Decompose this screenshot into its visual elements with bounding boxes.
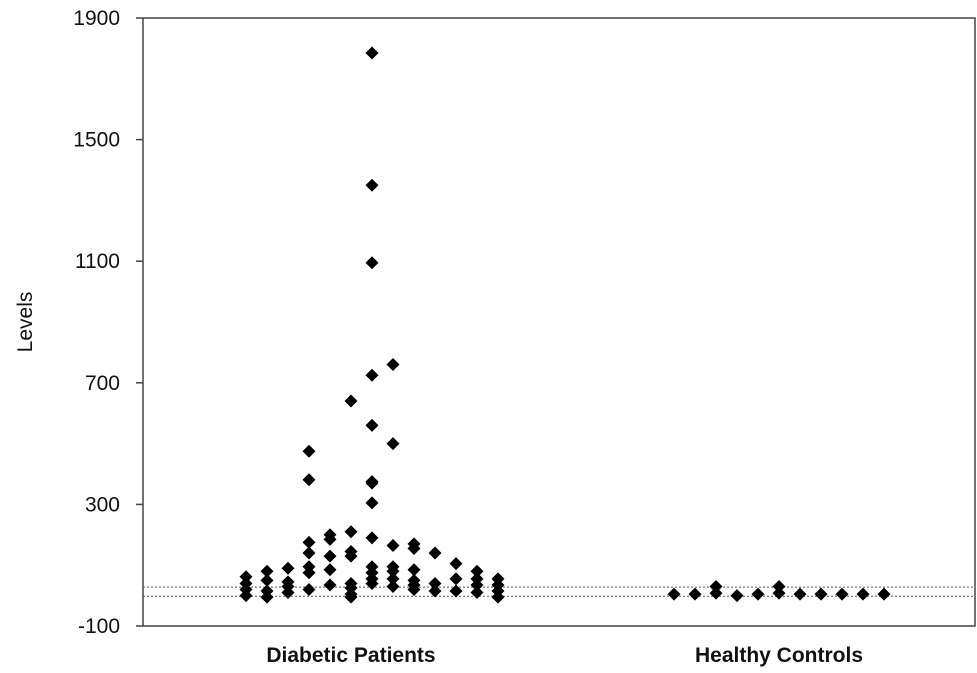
y-axis-ticks: -100 300 700 1100 1500 1900 [73,7,143,638]
data-point [303,445,316,458]
data-point [429,547,442,560]
data-point [689,588,702,601]
data-point [710,580,723,593]
data-point [345,395,358,408]
data-point [324,578,337,591]
data-point [324,563,337,576]
data-point [450,585,463,598]
data-point [450,572,463,585]
data-point [450,557,463,570]
data-point [303,473,316,486]
data-point [387,437,400,450]
data-point [429,577,442,590]
data-point [366,496,379,509]
data-point [794,588,807,601]
data-point [366,369,379,382]
y-tick-label: 300 [85,493,120,516]
y-tick-label: 1100 [75,250,120,273]
y-tick-label: 700 [85,372,120,395]
data-point [857,588,870,601]
data-point [240,570,253,583]
data-point [261,565,274,578]
plot-frame [143,18,975,626]
data-point [815,588,828,601]
data-point [366,179,379,192]
data-point [387,539,400,552]
y-tick-label: 1500 [73,129,120,152]
data-point [366,531,379,544]
data-point [366,419,379,432]
category-label: Diabetic Patients [266,644,435,667]
data-point [282,562,295,575]
data-point [366,46,379,59]
data-point [836,588,849,601]
data-point [878,588,891,601]
data-point [731,589,744,602]
data-point [471,565,484,578]
data-point [752,588,765,601]
data-point [366,256,379,269]
data-point [303,583,316,596]
category-label: Healthy Controls [695,644,863,667]
category-labels: Diabetic Patients Healthy Controls [266,644,863,667]
y-axis-title: Levels [14,292,37,353]
data-point [387,358,400,371]
data-point [773,580,786,593]
data-points [240,46,891,603]
data-point [668,588,681,601]
data-point [366,475,379,488]
data-point [324,550,337,563]
data-point [303,536,316,549]
y-tick-label: 1900 [73,7,120,30]
data-point [345,525,358,538]
y-tick-label: -100 [78,615,120,638]
data-point [408,563,421,576]
